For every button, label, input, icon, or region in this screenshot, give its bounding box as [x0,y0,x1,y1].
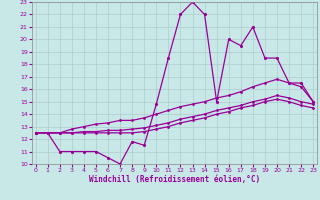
X-axis label: Windchill (Refroidissement éolien,°C): Windchill (Refroidissement éolien,°C) [89,175,260,184]
